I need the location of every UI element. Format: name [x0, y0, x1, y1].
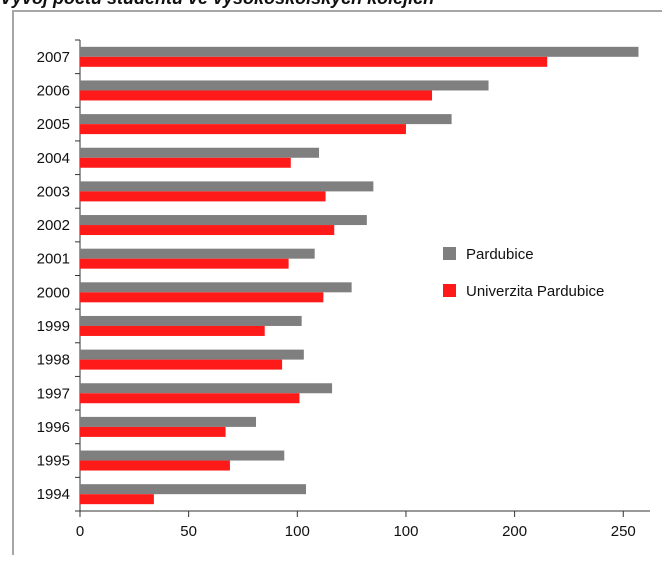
bar-univerzita-pardubice-1996 [80, 426, 226, 437]
bar-univerzita-pardubice-2001 [80, 258, 289, 269]
bar-univerzita-pardubice-1997 [80, 393, 300, 404]
bar-univerzita-pardubice-2006 [80, 90, 433, 101]
category-label-1995: 1995 [37, 453, 70, 470]
category-label-1998: 1998 [37, 352, 70, 369]
legend-label-univerzita-pardubice: Univerzita Pardubice [466, 283, 604, 300]
x-tick-label: 100 [393, 523, 418, 540]
bar-pardubice-2006 [80, 80, 489, 91]
category-label-1996: 1996 [37, 419, 70, 436]
x-tick-label: 250 [611, 523, 636, 540]
bar-univerzita-pardubice-2004 [80, 157, 291, 168]
bar-univerzita-pardubice-1999 [80, 325, 265, 336]
legend-swatch-pardubice [443, 247, 456, 260]
category-label-1997: 1997 [37, 385, 70, 402]
legend-swatch-univerzita-pardubice [443, 284, 456, 297]
x-tick-label: 0 [76, 523, 84, 540]
bar-univerzita-pardubice-1998 [80, 359, 283, 370]
bar-pardubice-1995 [80, 450, 285, 461]
chart-bars [80, 46, 639, 505]
bar-univerzita-pardubice-1995 [80, 460, 230, 471]
category-label-2006: 2006 [37, 82, 70, 99]
category-label-1994: 1994 [37, 486, 70, 503]
bar-pardubice-2000 [80, 282, 352, 293]
x-tick-label: 100 [285, 523, 310, 540]
bar-pardubice-2007 [80, 46, 639, 57]
bar-univerzita-pardubice-2003 [80, 191, 326, 202]
category-label-2002: 2002 [37, 217, 70, 234]
bar-univerzita-pardubice-2007 [80, 56, 548, 67]
category-label-2007: 2007 [37, 49, 70, 66]
bar-pardubice-1997 [80, 383, 333, 394]
bar-pardubice-2002 [80, 215, 367, 226]
bar-univerzita-pardubice-2005 [80, 124, 406, 135]
bar-univerzita-pardubice-1994 [80, 494, 154, 505]
legend-label-pardubice: Pardubice [466, 246, 534, 263]
chart-frame [12, 10, 662, 555]
category-labels: 2007 2006 2005 2004 2003 2002 2001 2000 1999 1998… [37, 49, 70, 503]
bar-pardubice-1996 [80, 416, 257, 427]
bar-pardubice-1994 [80, 484, 306, 495]
bar-pardubice-2001 [80, 248, 315, 259]
x-tick-label: 200 [502, 523, 527, 540]
bar-univerzita-pardubice-2002 [80, 225, 335, 236]
chart-axes [75, 39, 650, 517]
category-label-2003: 2003 [37, 183, 70, 200]
bar-univerzita-pardubice-2000 [80, 292, 324, 303]
bar-pardubice-2003 [80, 181, 374, 192]
bar-pardubice-2005 [80, 114, 452, 125]
category-label-2004: 2004 [37, 150, 70, 167]
legend: Pardubice Univerzita Pardubice [443, 246, 604, 300]
bar-pardubice-2004 [80, 147, 320, 158]
category-label-2000: 2000 [37, 284, 70, 301]
bar-pardubice-1998 [80, 349, 304, 360]
category-label-2005: 2005 [37, 116, 70, 133]
x-tick-labels: 0 50 100 100 200 250 [76, 523, 636, 540]
page-title: Vývoj počtu studentů ve vysokoškolských … [0, 0, 434, 9]
x-tick-label: 50 [180, 523, 197, 540]
category-label-2001: 2001 [37, 251, 70, 268]
category-label-1999: 1999 [37, 318, 70, 335]
bar-pardubice-1999 [80, 315, 302, 326]
